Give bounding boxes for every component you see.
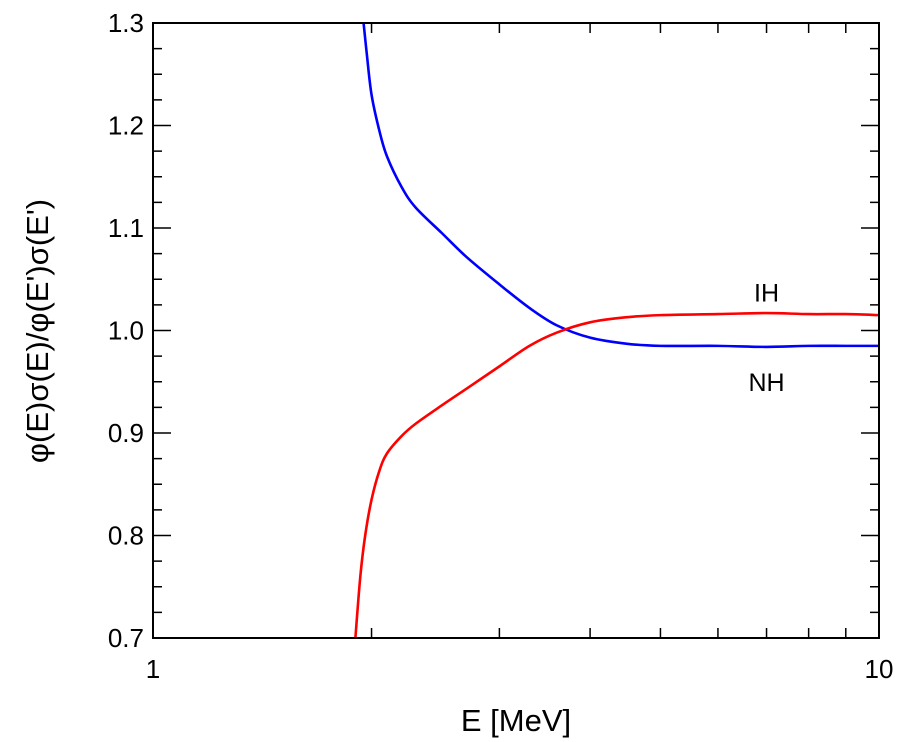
y-tick-label: 1.1 [108, 213, 144, 243]
series-layer [354, 22, 880, 639]
annotation-nh: NH [748, 369, 784, 397]
major-ticks [152, 22, 880, 639]
y-tick-label: 1.0 [108, 316, 144, 346]
y-axis-title: φ(E)σ(E)/φ(E')σ(E') [20, 199, 55, 463]
y-tick-label: 1.2 [108, 111, 144, 141]
y-tick-label: 1.3 [108, 8, 144, 38]
y-tick-label: 0.7 [108, 623, 144, 653]
x-tick-label: 10 [865, 654, 894, 684]
minor-ticks [153, 23, 879, 638]
series-line-ih [354, 311, 880, 639]
y-tick-label: 0.8 [108, 521, 144, 551]
y-tick-label: 0.9 [108, 418, 144, 448]
series-line-nh [362, 22, 879, 349]
plot-frame [152, 22, 880, 639]
annotations: IH NH [748, 280, 784, 397]
x-axis-title: E [MeV] [461, 703, 571, 738]
x-tick-label: 1 [146, 654, 160, 684]
annotation-ih: IH [754, 280, 779, 308]
tick-labels: 0.7 0.8 0.9 1.0 1.1 1.2 1.3 1 10 [108, 8, 894, 684]
